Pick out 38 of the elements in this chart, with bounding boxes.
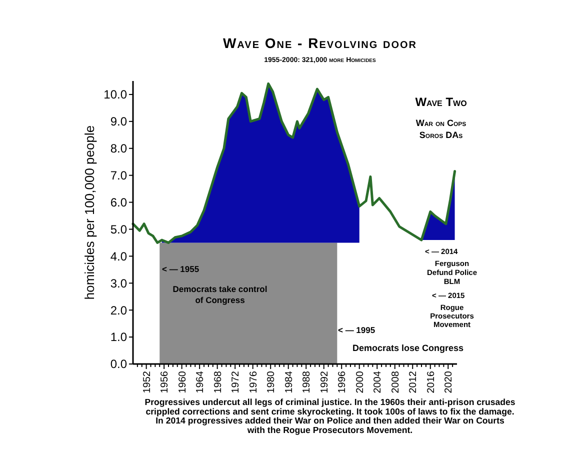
x-tick-label: 1980 <box>266 370 278 394</box>
x-tick-label: 2008 <box>390 370 402 394</box>
x-tick-label: 1996 <box>337 370 348 394</box>
y-tick-label: 1.0 <box>110 330 128 344</box>
y-tick-label: 2.0 <box>110 303 128 318</box>
x-tick-label: 2000 <box>354 370 366 394</box>
x-tick-label: 1964 <box>195 370 206 394</box>
x-tick-label: 2020 <box>444 370 455 394</box>
annotation: War on Cops Soros DAs <box>416 118 466 140</box>
x-tick-label: 1988 <box>302 370 313 394</box>
annotation: Democrats take control of Congress <box>172 284 268 305</box>
x-tick-label: 1968 <box>212 370 224 394</box>
y-tick-label: 6.0 <box>110 195 128 210</box>
x-tick-label: 1976 <box>248 370 260 394</box>
x-tick-label: 2012 <box>408 370 420 394</box>
x-tick-label: 1972 <box>230 370 242 394</box>
x-tick-label: 2016 <box>426 370 437 394</box>
annotation: Wave Two <box>415 95 467 109</box>
x-tick-label: 1992 <box>319 370 330 394</box>
y-tick-label: 3.0 <box>110 276 128 290</box>
x-tick-label: 1956 <box>160 370 171 394</box>
x-tick-label: 1952 <box>142 370 153 394</box>
annotation: < — 1955 <box>162 264 200 274</box>
text: Progressives undercut all legs of criminal justice. In the 1960s their anti-prison crusades crippled corrections and sent crime skyrocketing. It took 100s of laws to fix the damage. In 2014 progressives added their War on Police and then added their War on Courts with the Rogue Prosecutors Movement. <box>144 397 516 435</box>
x-tick-label: 1960 <box>177 370 188 394</box>
y-tick-label: 0.0 <box>110 357 128 372</box>
y-tick-label: 8.0 <box>110 142 128 156</box>
chart-title: Wave One - Revolving door <box>222 35 418 51</box>
x-tick-label: 2004 <box>372 370 384 394</box>
y-axis-title: homicides per 100,000 people <box>82 125 97 300</box>
annotation: Democrats lose Congress <box>352 343 464 353</box>
y-tick-label: 7.0 <box>110 168 128 183</box>
x-tick-label: 1984 <box>284 370 295 394</box>
annotation: < — 1995 <box>338 325 376 335</box>
y-tick-label: 5.0 <box>110 222 128 236</box>
y-tick-label: 9.0 <box>110 114 128 129</box>
y-tick-label: 10.0 <box>104 88 128 102</box>
y-tick-label: 4.0 <box>110 249 128 264</box>
